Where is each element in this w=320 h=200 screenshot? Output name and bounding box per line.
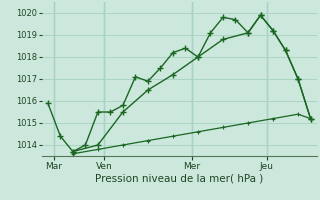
X-axis label: Pression niveau de la mer( hPa ): Pression niveau de la mer( hPa ) — [95, 173, 263, 183]
